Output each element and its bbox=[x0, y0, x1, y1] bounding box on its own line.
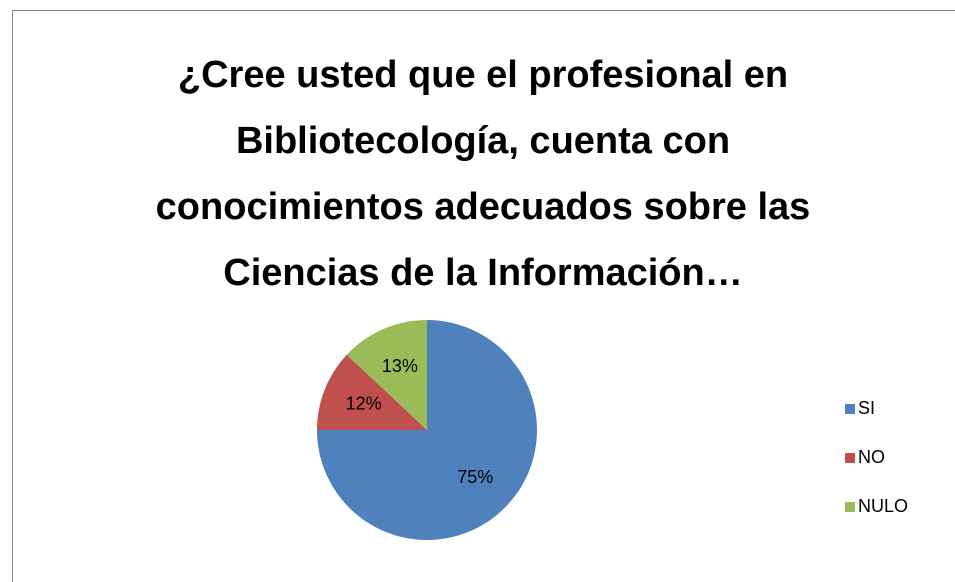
data-label: 75% bbox=[457, 467, 493, 487]
pie-slice bbox=[346, 320, 427, 430]
chart-title: ¿Cree usted que el profesional en Biblio… bbox=[155, 54, 811, 294]
chart-border bbox=[12, 10, 955, 582]
legend-swatch bbox=[845, 404, 855, 414]
legend-swatch bbox=[845, 453, 855, 463]
pie-slice bbox=[317, 354, 427, 430]
data-label: 12% bbox=[346, 394, 382, 414]
legend-label: NULO bbox=[858, 496, 908, 516]
legend-swatch bbox=[845, 502, 855, 512]
legend-label: SI bbox=[858, 398, 875, 418]
data-label: 13% bbox=[382, 356, 418, 376]
legend-label: NO bbox=[858, 447, 885, 467]
